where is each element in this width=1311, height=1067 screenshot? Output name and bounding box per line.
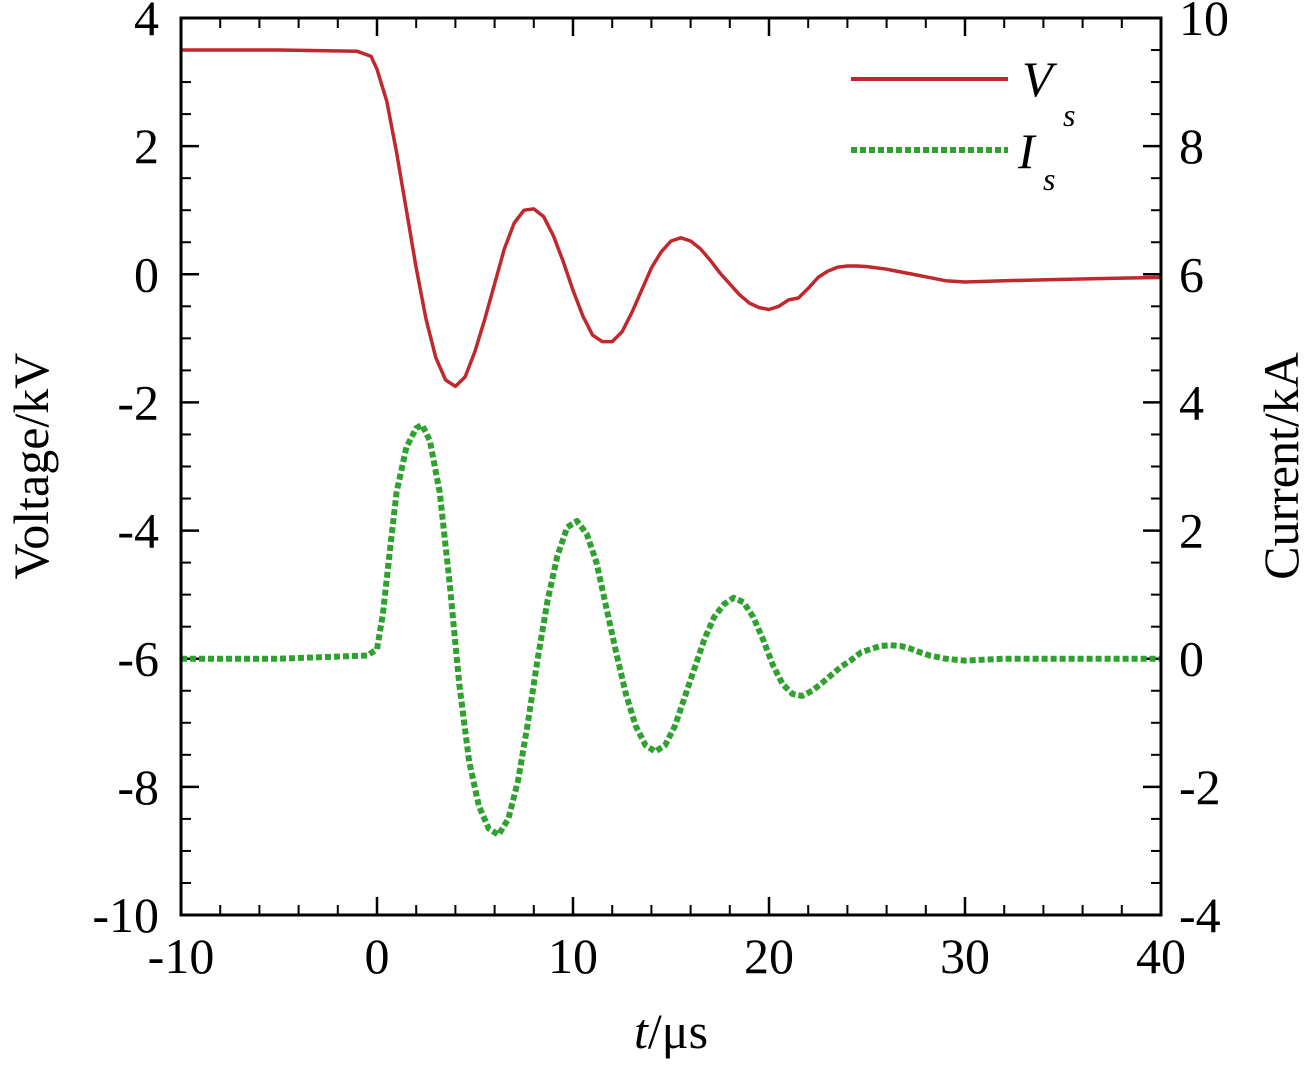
plot-frame [179, 16, 1163, 917]
y-axis-right-title: Current/kA [1253, 352, 1309, 580]
series-line-is [181, 421, 1161, 838]
y-right-tick-label: 4 [1179, 374, 1204, 430]
x-axis-title: t/μs [634, 1003, 708, 1059]
series-line-vs [181, 48, 1162, 389]
y-right-tick-label: 0 [1179, 631, 1204, 687]
ticks-layer [179, 16, 1163, 917]
x-tick-label: 20 [744, 928, 794, 984]
y-left-tick-label: -2 [117, 374, 159, 430]
legend-label-i-main: I [1017, 123, 1037, 179]
y-left-tick-label: -10 [92, 887, 159, 943]
y-left-tick-label: -8 [117, 759, 159, 815]
x-tick-label: 30 [940, 928, 990, 984]
legend: V s I s [851, 51, 1075, 197]
y-left-tick-label: 4 [134, 0, 159, 46]
x-axis-title-unit: /μs [648, 1003, 708, 1059]
series-layer [181, 48, 1162, 838]
y-right-tick-label: -4 [1179, 887, 1221, 943]
legend-label-v: V [1022, 51, 1058, 107]
y-left-tick-label: -6 [117, 631, 159, 687]
y-right-tick-label: -2 [1179, 759, 1221, 815]
x-tick-label: -10 [148, 928, 215, 984]
x-tick-label: 40 [1136, 928, 1186, 984]
y-right-tick-label: 6 [1179, 246, 1204, 302]
legend-label-v-sub: s [1063, 97, 1075, 133]
x-tick-label: 10 [548, 928, 598, 984]
y-right-tick-label: 8 [1179, 118, 1204, 174]
y-left-tick-label: -4 [117, 503, 159, 559]
y-right-tick-label: 10 [1179, 0, 1229, 46]
x-tick-label: 0 [365, 928, 390, 984]
y-axis-left-title: Voltage/kV [3, 353, 59, 580]
legend-label-i-sub: s [1043, 161, 1055, 197]
x-axis-title-var: t [634, 1003, 649, 1059]
legend-label-v-main: V [1022, 51, 1058, 107]
y-left-tick-label: 0 [134, 246, 159, 302]
y-right-tick-label: 2 [1179, 503, 1204, 559]
legend-label-i: I [1017, 123, 1037, 179]
y-left-tick-label: 2 [134, 118, 159, 174]
